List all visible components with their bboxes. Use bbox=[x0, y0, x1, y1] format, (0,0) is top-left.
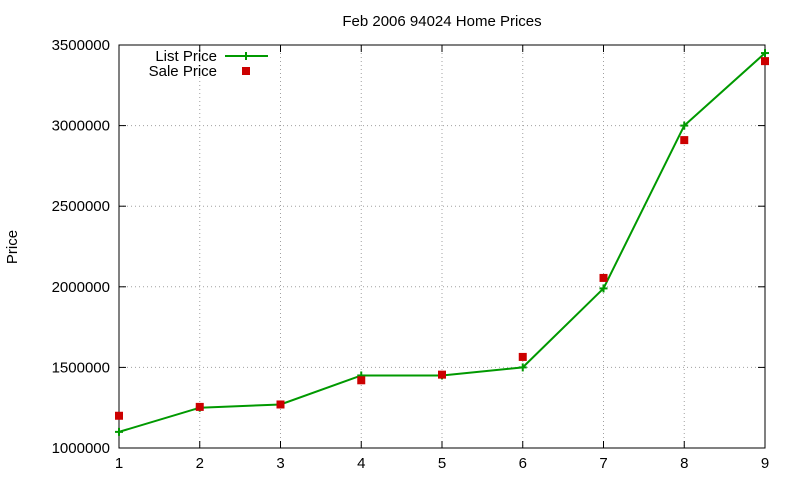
sale-price-point bbox=[195, 402, 204, 411]
axes: 1000000 1500000 2000000 2500000 3000000 35000… bbox=[52, 37, 770, 472]
legend-label: List Price bbox=[155, 48, 217, 65]
x-tick-label: 8 bbox=[680, 455, 688, 472]
list-price-point bbox=[115, 427, 123, 436]
sale-price-point bbox=[761, 57, 769, 66]
legend-label: Sale Price bbox=[149, 63, 217, 80]
x-tick-label: 1 bbox=[115, 455, 123, 472]
y-tick-label: 1000000 bbox=[52, 440, 110, 457]
sale-price-point bbox=[438, 370, 446, 379]
x-tick-label: 6 bbox=[519, 455, 527, 472]
sale-price-point bbox=[115, 411, 123, 420]
y-tick-label: 3500000 bbox=[52, 37, 110, 54]
list-price-point bbox=[599, 284, 608, 293]
legend-swatch-marker bbox=[242, 52, 250, 60]
sale-price-point bbox=[276, 400, 285, 409]
series-layer bbox=[115, 49, 769, 436]
y-tick-label: 2500000 bbox=[52, 198, 110, 215]
y-tick-label: 3000000 bbox=[52, 118, 110, 135]
legend-swatch-marker bbox=[242, 67, 250, 75]
x-tick-label: 2 bbox=[196, 455, 204, 472]
x-tick-label: 4 bbox=[357, 455, 365, 472]
x-tick-label: 7 bbox=[599, 455, 607, 472]
list-price-point bbox=[518, 363, 527, 372]
y-tick-label: 2000000 bbox=[52, 279, 110, 296]
x-tick-label: 3 bbox=[276, 455, 284, 472]
list-price-point bbox=[761, 49, 769, 58]
chart-title: Feb 2006 94024 Home Prices bbox=[342, 13, 541, 30]
sale-price-point bbox=[599, 273, 608, 282]
y-axis-label: Price bbox=[4, 230, 21, 264]
sale-price-point bbox=[680, 136, 689, 145]
x-tick-label: 5 bbox=[438, 455, 446, 472]
x-tick-label: 9 bbox=[761, 455, 769, 472]
list-price-point bbox=[680, 121, 689, 130]
grid-lines bbox=[119, 45, 765, 448]
sale-price-point bbox=[518, 352, 527, 361]
y-tick-label: 1500000 bbox=[52, 359, 110, 376]
sale-price-point bbox=[357, 376, 366, 385]
